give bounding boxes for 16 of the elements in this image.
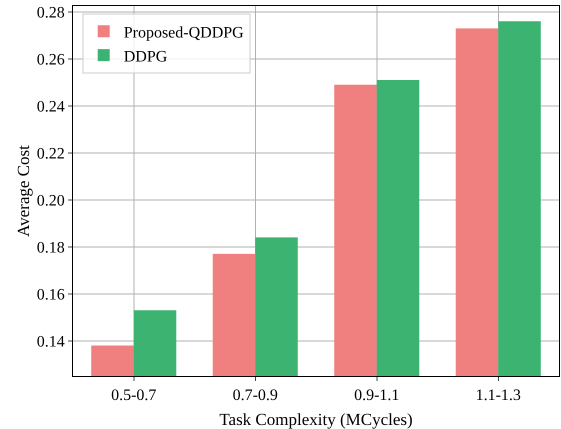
- x-tick-label: 0.7-0.9: [232, 387, 278, 404]
- y-tick-label: 0.22: [36, 145, 65, 162]
- x-tick-label: 0.5-0.7: [111, 387, 156, 404]
- legend-label: DDPG: [124, 48, 168, 66]
- x-tick-label: 0.9-1.1: [354, 387, 400, 404]
- y-tick-label: 0.16: [36, 286, 65, 304]
- y-tick-label: 0.18: [36, 239, 65, 256]
- y-tick-label: 0.28: [36, 4, 65, 22]
- y-axis-title: Average Cost: [14, 144, 33, 237]
- legend-label: Proposed-QDDPG: [124, 24, 244, 42]
- y-tick-label: 0.20: [36, 192, 65, 210]
- y-tick-label: 0.26: [36, 51, 65, 68]
- y-tick-label: 0.14: [36, 333, 65, 350]
- x-axis-title: Task Complexity (MCycles): [219, 410, 413, 429]
- x-tick-label: 1.1-1.3: [476, 387, 521, 404]
- y-tick-label: 0.24: [36, 98, 65, 116]
